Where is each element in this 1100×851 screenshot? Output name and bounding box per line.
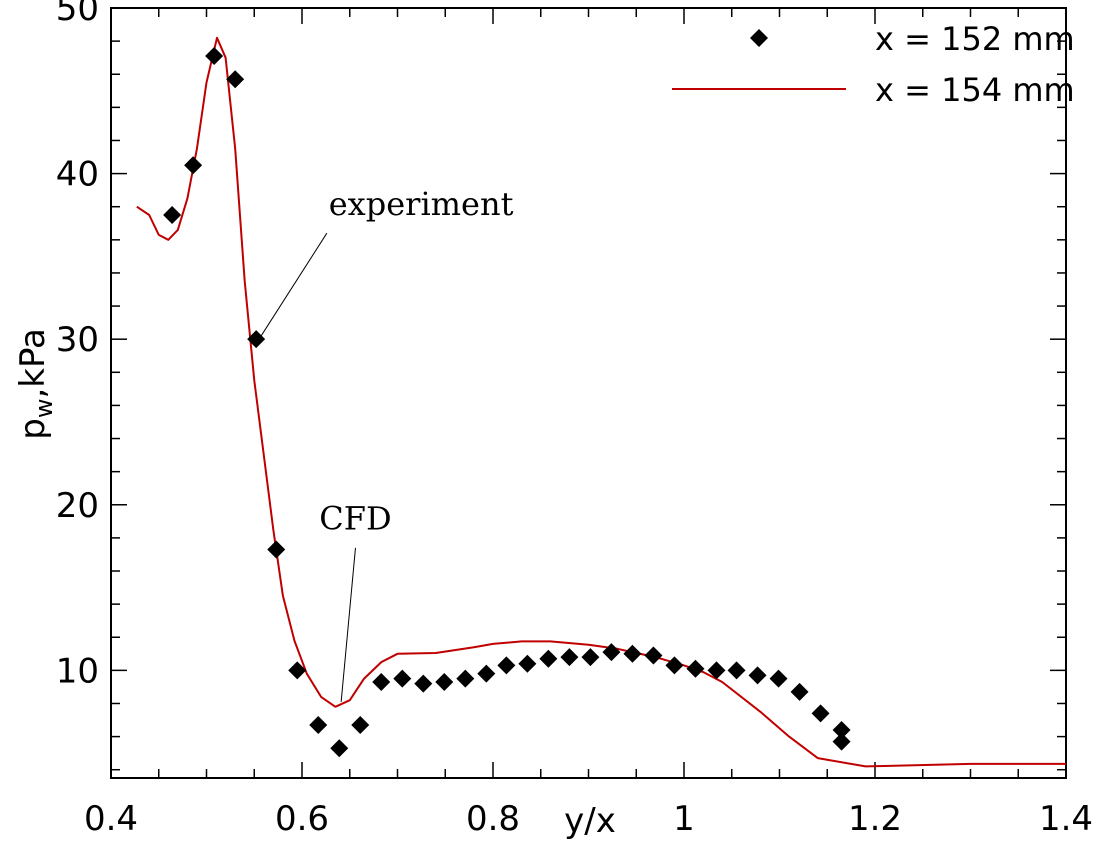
- axis-ticks: [110, 7, 1067, 778]
- experiment-point: [644, 646, 663, 665]
- experiment-point: [832, 732, 851, 751]
- experiment-point: [330, 739, 349, 758]
- experiment-point: [267, 540, 286, 559]
- experiment-point: [435, 672, 454, 691]
- experiment-point: [560, 648, 579, 667]
- experiment-point: [477, 664, 496, 683]
- annotation-label: experiment: [329, 185, 514, 223]
- y-tick-label: 50: [56, 0, 99, 29]
- annotation-leader-line: [340, 547, 356, 702]
- experiment-point: [748, 666, 767, 685]
- x-tick-label: 0.4: [84, 799, 138, 839]
- experiment-point: [184, 156, 203, 175]
- experiment-point: [351, 716, 370, 735]
- experiment-point: [539, 649, 558, 668]
- y-tick-label: 10: [56, 651, 99, 691]
- y-tick-label: 20: [56, 486, 99, 526]
- experiment-point: [665, 656, 684, 675]
- annotation-leader-line: [258, 232, 328, 340]
- experiment-point: [727, 661, 746, 680]
- annotation-label: CFD: [319, 500, 391, 538]
- y-tick-label: 30: [56, 320, 99, 360]
- experiment-point: [372, 672, 391, 691]
- y-axis-label-group: pw,kPa: [13, 328, 58, 440]
- x-tick-label: 1.2: [848, 799, 902, 839]
- x-tick-label: 0.8: [466, 799, 520, 839]
- experiment-point: [686, 659, 705, 678]
- x-axis-label: y/x: [564, 801, 616, 841]
- experiment-point: [205, 47, 224, 66]
- experiment-point: [518, 654, 537, 673]
- experiment-point: [309, 716, 328, 735]
- experiment-point: [163, 205, 182, 224]
- experiment-point: [414, 674, 433, 693]
- experiment-point: [456, 669, 475, 688]
- experiment-point: [811, 704, 830, 723]
- experiment-point: [581, 648, 600, 667]
- experiment-point: [769, 669, 788, 688]
- experiment-point: [497, 656, 516, 675]
- cfd-series-layer: [136, 36, 1066, 768]
- y-axis-label: pw,kPa: [13, 328, 58, 440]
- legend-label-experiment: x = 152 mm: [875, 20, 1075, 58]
- legend-marker-experiment: [750, 29, 768, 47]
- annotations: experiment CFD: [258, 185, 514, 702]
- x-tick-label: 1.4: [1039, 799, 1093, 839]
- experiment-point: [226, 70, 245, 89]
- experiment-point: [790, 682, 809, 701]
- x-tick-label: 0.6: [275, 799, 329, 839]
- experiment-point: [247, 330, 266, 349]
- y-tick-label: 40: [56, 155, 99, 195]
- experiment-point: [288, 661, 307, 680]
- experiment-series-layer: [163, 47, 851, 758]
- experiment-point: [707, 661, 726, 680]
- tick-labels: 0.4 0.6 0.8 1 1.2 1.4 10 20 30 40 50: [56, 0, 1093, 839]
- experiment-point: [393, 669, 412, 688]
- cfd-line: [136, 36, 1066, 768]
- x-tick-label: 1: [673, 799, 695, 839]
- legend: x = 152 mm x = 154 mm: [672, 20, 1075, 109]
- experiment-point: [623, 644, 642, 663]
- experiment-point: [832, 720, 851, 739]
- legend-label-cfd: x = 154 mm: [875, 71, 1075, 109]
- experiment-point: [602, 643, 621, 662]
